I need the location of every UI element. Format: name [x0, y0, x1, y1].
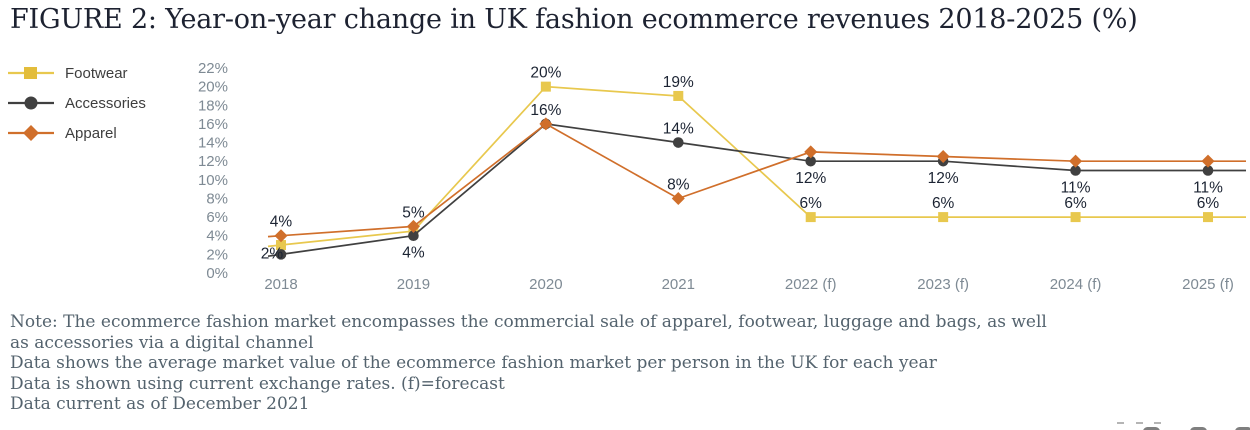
chart-notes: Note: The ecommerce fashion market encom…: [10, 312, 1047, 415]
note-line: Note: The ecommerce fashion market encom…: [10, 312, 1047, 332]
data-point-label: 4%: [402, 245, 425, 262]
apparel-data-point-marker: [804, 145, 818, 159]
pager-dash-icon: [1117, 422, 1124, 424]
legend-label-accessories: Accessories: [65, 94, 146, 112]
data-point-label: 2%: [261, 245, 284, 262]
apparel-data-point-marker: [1069, 154, 1083, 168]
y-axis-tick-label: 0%: [206, 265, 228, 282]
footwear-data-point-marker: [1070, 212, 1081, 223]
accessories-data-point-marker: [672, 137, 684, 148]
y-axis-tick-label: 4%: [206, 228, 228, 245]
plot-line-apparel: [267, 122, 1246, 238]
data-point-label: 11%: [1061, 180, 1091, 197]
plot-line-accessories: [267, 123, 1246, 258]
chart-legend: Footwear Accessories Apparel: [8, 62, 146, 152]
apparel-data-point-marker: [1201, 154, 1215, 168]
accessories-data-point-marker: [805, 155, 817, 167]
x-axis-label: 2020: [529, 276, 562, 293]
x-axis-label: 2022 (f): [785, 276, 837, 293]
legend-label-apparel: Apparel: [65, 124, 117, 142]
note-line: as accessories via a digital channel: [10, 332, 314, 353]
y-axis-tick-label: 20%: [198, 79, 228, 96]
footwear-data-point-marker: [938, 212, 949, 223]
carousel-dot[interactable]: [1235, 427, 1250, 430]
y-axis-tick-label: 22%: [198, 60, 228, 77]
x-axis-label: 2021: [662, 276, 695, 293]
data-point-label: 12%: [795, 170, 826, 187]
accessories-data-point-marker: [1070, 165, 1081, 176]
carousel-dot[interactable]: [1190, 427, 1207, 430]
apparel-data-point-marker: [936, 150, 950, 164]
footwear-line-marker-icon: [8, 67, 54, 79]
legend-item-apparel: Apparel: [8, 122, 146, 144]
apparel-line-marker-icon: [8, 125, 54, 141]
pager-dash-icon: [1154, 422, 1161, 424]
line-chart-plot: 22%20%18%16%14%12%10%8%6%4%2%0%2018 2019 2…: [198, 60, 1246, 293]
note-line: Data current as of December 2021: [10, 394, 310, 414]
accessories-line-marker-icon: [8, 96, 54, 110]
data-point-label: 6%: [932, 195, 955, 212]
x-axis-label: 2024 (f): [1050, 276, 1102, 293]
accessories-data-point-marker: [1202, 165, 1214, 176]
note-line: Data is shown using current exchange rat…: [10, 373, 505, 394]
legend-item-accessories: Accessories: [8, 92, 146, 114]
data-point-label: 16%: [530, 102, 561, 119]
legend-label-footwear: Footwear: [65, 64, 128, 82]
y-axis-tick-label: 18%: [198, 97, 228, 114]
footwear-data-point-marker: [1203, 212, 1214, 223]
y-axis-tick-label: 8%: [206, 190, 228, 207]
x-axis-label: 2023 (f): [917, 276, 969, 293]
x-axis-label: 2025 (f): [1182, 276, 1234, 293]
accessories-data-point-marker: [275, 249, 287, 260]
pager-dash-icon: [1136, 422, 1143, 424]
y-axis-tick-label: 10%: [198, 172, 228, 189]
footwear-data-point-marker: [540, 81, 551, 92]
data-point-label: 6%: [1064, 195, 1087, 212]
apparel-data-point-marker: [671, 191, 685, 205]
footwear-data-point-marker: [805, 212, 816, 223]
y-axis-tick-label: 2%: [206, 246, 228, 263]
data-point-label: 11%: [1193, 180, 1223, 197]
apparel-data-point-marker: [539, 117, 553, 131]
plot-line-footwear: [267, 85, 1246, 248]
data-point-label: 20%: [530, 65, 561, 82]
data-point-label: 14%: [663, 121, 694, 138]
data-point-label: 6%: [1197, 195, 1220, 212]
y-axis-tick-label: 6%: [206, 209, 228, 226]
apparel-data-point-marker: [406, 219, 420, 233]
apparel-data-point-marker: [274, 229, 288, 243]
data-point-label: 8%: [667, 176, 690, 193]
data-point-label: 12%: [928, 170, 959, 187]
x-axis-label: 2018: [264, 276, 297, 293]
data-point-label: 19%: [663, 74, 694, 91]
accessories-data-point-marker: [408, 230, 419, 242]
y-axis-tick-label: 14%: [198, 135, 228, 152]
data-point-label: 5%: [402, 204, 425, 221]
footwear-data-point-marker: [276, 240, 286, 251]
data-point-label: 6%: [800, 195, 823, 212]
x-axis-label: 2019: [397, 276, 430, 293]
note-line: Data shows the average market value of t…: [10, 353, 937, 373]
carousel-dot[interactable]: [1143, 427, 1160, 430]
footwear-data-point-marker: [673, 90, 684, 101]
legend-item-footwear: Footwear: [8, 62, 146, 84]
figure-title: FIGURE 2: Year-on-year change in UK fash…: [10, 4, 1138, 35]
data-point-label: 4%: [270, 214, 293, 231]
y-axis-tick-label: 16%: [198, 116, 228, 133]
y-axis-tick-label: 12%: [198, 153, 228, 170]
